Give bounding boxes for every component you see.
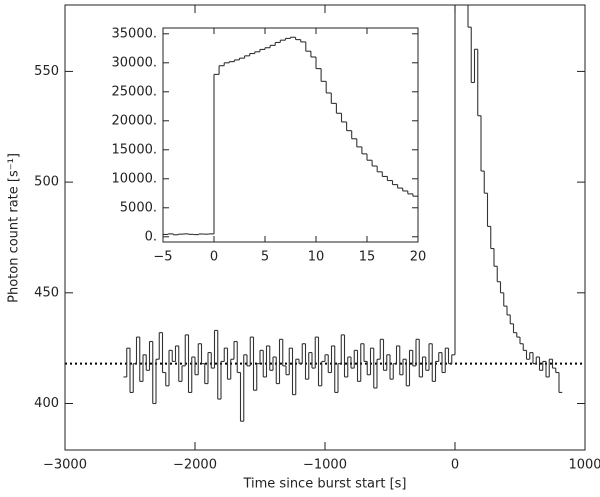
plot-area	[163, 28, 418, 242]
x-tick-label: 20	[410, 250, 427, 265]
y-tick-label: 0.	[145, 229, 157, 244]
x-tick-label: 15	[359, 250, 376, 265]
y-tick-label: 5000.	[120, 200, 157, 215]
x-tick-label: 10	[308, 250, 325, 265]
plot-frame	[162, 27, 419, 243]
x-tick-label: −1000	[303, 458, 347, 473]
y-tick-label: 550	[34, 64, 59, 79]
y-tick-label: 30000.	[112, 55, 158, 70]
y-tick-label: 35000.	[112, 26, 158, 41]
y-tick-label: 20000.	[112, 113, 158, 128]
y-tick-label: 400	[34, 396, 59, 411]
y-tick-label: 500	[34, 175, 59, 190]
y-axis-title: Photon count rate [s⁻¹]	[7, 153, 22, 303]
x-tick-label: −2000	[173, 458, 217, 473]
y-tick-label: 15000.	[112, 142, 158, 157]
x-tick-label: −5	[153, 250, 172, 265]
x-tick-label: 0	[451, 458, 459, 473]
y-tick-label: 10000.	[112, 171, 158, 186]
x-tick-label: 0	[210, 250, 218, 265]
series	[65, 5, 585, 422]
y-tick-label: 450	[34, 285, 59, 300]
y-tick-label: 25000.	[112, 84, 158, 99]
x-tick-label: 5	[261, 250, 269, 265]
series	[163, 36, 418, 236]
x-tick-label: 1000	[568, 458, 600, 473]
x-tick-label: −3000	[43, 458, 87, 473]
x-axis-title: Time since burst start [s]	[242, 477, 406, 492]
